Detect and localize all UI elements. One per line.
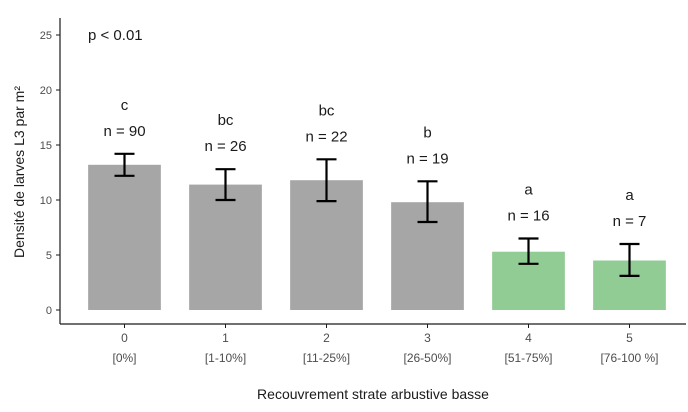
sample-size-label: n = 19	[406, 150, 448, 167]
x-tick-label: 0	[121, 331, 128, 345]
x-tick-label: 3	[424, 331, 431, 345]
y-tick-label: 0	[46, 305, 52, 317]
x-tick-range-label: [26-50%]	[403, 351, 451, 365]
x-tick-label: 5	[626, 331, 633, 345]
sample-size-label: n = 26	[204, 138, 246, 155]
y-tick-label: 10	[40, 195, 52, 207]
p-value-annotation: p < 0.01	[88, 27, 143, 44]
y-tick-label: 5	[46, 250, 52, 262]
x-tick-label: 2	[323, 331, 330, 345]
x-axis-title: Recouvrement strate arbustive basse	[257, 386, 489, 402]
x-tick-range-label: [1-10%]	[205, 351, 246, 365]
sample-size-label: n = 90	[103, 123, 145, 140]
x-tick-range-label: [11-25%]	[303, 351, 350, 365]
significance-letter: bc	[218, 112, 234, 129]
sample-size-label: n = 16	[507, 208, 549, 225]
x-tick-range-label: [51-75%]	[504, 351, 552, 365]
x-tick-range-label: [76-100 %]	[600, 351, 658, 365]
bar	[88, 164, 161, 310]
sample-size-label: n = 22	[305, 128, 347, 145]
significance-letter: a	[524, 182, 533, 199]
significance-letter: b	[423, 124, 431, 141]
x-tick-label: 4	[525, 331, 532, 345]
y-axis-title: Densité de larves L3 par m²	[11, 86, 27, 258]
significance-letter: c	[121, 97, 129, 114]
significance-letter: a	[625, 187, 634, 204]
x-tick-label: 1	[222, 331, 229, 345]
bar	[189, 184, 262, 310]
y-tick-label: 15	[40, 140, 52, 152]
sample-size-label: n = 7	[613, 213, 647, 230]
y-tick-label: 25	[40, 30, 52, 42]
x-tick-range-label: [0%]	[112, 351, 136, 365]
y-tick-label: 20	[40, 85, 52, 97]
significance-letter: bc	[319, 102, 335, 119]
